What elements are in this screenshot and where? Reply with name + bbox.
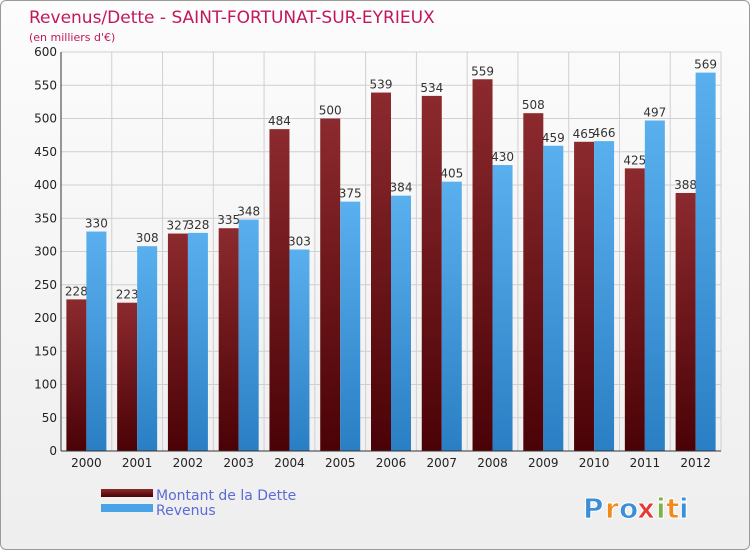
logo-letter: i <box>679 492 689 525</box>
bar-revenus <box>86 231 107 451</box>
logo-letter: i <box>656 492 666 525</box>
x-tick-label: 2004 <box>274 456 305 470</box>
y-tick-label: 550 <box>34 78 57 92</box>
y-tick-label: 300 <box>34 245 57 259</box>
logo-letter: t <box>666 492 679 525</box>
x-tick-label: 2000 <box>71 456 102 470</box>
bar-dette <box>218 228 239 451</box>
bar-dette <box>421 95 442 451</box>
y-tick-label: 500 <box>34 112 57 126</box>
y-tick-label: 200 <box>34 311 57 325</box>
value-label-dette: 425 <box>623 153 646 167</box>
value-label-revenus: 348 <box>237 205 260 219</box>
value-label-dette: 228 <box>65 284 88 298</box>
x-tick-label: 2001 <box>122 456 153 470</box>
bar-revenus <box>187 232 208 451</box>
legend-swatch-debt <box>101 489 153 497</box>
value-label-revenus: 303 <box>288 235 311 249</box>
bar-revenus <box>543 145 564 451</box>
logo-letter: x <box>637 492 655 525</box>
value-label-dette: 335 <box>217 213 240 227</box>
chart-subtitle: (en milliers d'€) <box>29 31 115 44</box>
x-tick-label: 2009 <box>528 456 559 470</box>
value-label-revenus: 330 <box>85 217 108 231</box>
y-tick-label: 100 <box>34 378 57 392</box>
bar-dette <box>675 192 696 452</box>
bar-dette <box>574 141 595 451</box>
bar-revenus <box>238 219 259 451</box>
y-tick-label: 350 <box>34 211 57 225</box>
y-tick-label: 0 <box>49 444 57 458</box>
logo-letter: r <box>605 492 619 525</box>
value-label-dette: 534 <box>420 81 443 95</box>
y-tick-label: 400 <box>34 178 57 192</box>
y-tick-label: 600 <box>34 45 57 59</box>
bar-revenus <box>137 246 158 451</box>
bar-revenus <box>340 201 361 451</box>
x-tick-label: 2007 <box>426 456 457 470</box>
chart-title: Revenus/Dette - SAINT-FORTUNAT-SUR-EYRIE… <box>29 8 435 28</box>
bar-dette <box>472 79 493 451</box>
value-label-dette: 508 <box>522 98 545 112</box>
y-tick-label: 50 <box>42 411 57 425</box>
value-label-revenus: 384 <box>390 181 413 195</box>
x-tick-label: 2008 <box>477 456 508 470</box>
x-tick-label: 2002 <box>173 456 204 470</box>
bar-revenus <box>594 141 615 452</box>
value-label-revenus: 405 <box>440 167 463 181</box>
bar-revenus <box>492 165 513 452</box>
value-label-revenus: 375 <box>339 187 362 201</box>
value-label-revenus: 430 <box>491 150 514 164</box>
bar-dette <box>523 113 544 452</box>
axis-layer: 0 50 100 150 200 250 300 350 400 450 500 550 600 2000… <box>34 45 721 470</box>
y-tick-label: 450 <box>34 145 57 159</box>
bar-revenus <box>391 195 411 451</box>
value-label-dette: 539 <box>370 78 393 92</box>
bar-dette <box>320 118 341 451</box>
bar-revenus <box>289 249 310 451</box>
legend-label-revenus: Revenus <box>156 503 216 519</box>
logo-letter: P <box>583 492 604 525</box>
bar-dette <box>371 92 391 451</box>
value-label-dette: 327 <box>166 219 189 233</box>
bar-revenus <box>644 120 665 452</box>
value-label-revenus: 569 <box>694 58 717 72</box>
bar-dette <box>624 168 645 451</box>
x-tick-label: 2005 <box>325 456 356 470</box>
y-tick-label: 150 <box>34 344 57 358</box>
x-tick-label: 2010 <box>579 456 610 470</box>
value-label-revenus: 497 <box>643 105 666 119</box>
value-label-dette: 500 <box>319 104 342 118</box>
bar-dette <box>167 233 188 451</box>
legend-label-debt: Montant de la Dette <box>156 488 296 504</box>
legend-swatch-revenus <box>101 504 153 512</box>
bar-dette <box>117 302 138 451</box>
value-label-dette: 559 <box>471 64 494 78</box>
value-label-dette: 388 <box>674 178 697 192</box>
x-tick-label: 2006 <box>376 456 407 470</box>
value-label-revenus: 466 <box>593 126 616 140</box>
logo-letter: o <box>619 492 638 525</box>
bar-dette <box>66 299 87 451</box>
value-label-revenus: 308 <box>136 231 159 245</box>
value-label-dette: 465 <box>573 127 596 141</box>
x-tick-label: 2011 <box>630 456 661 470</box>
y-tick-label: 250 <box>34 278 57 292</box>
value-label-revenus: 459 <box>542 131 565 145</box>
legend: Montant de la Dette Revenus <box>101 488 296 519</box>
bar-revenus <box>441 181 462 452</box>
x-tick-label: 2012 <box>680 456 711 470</box>
x-tick-label: 2003 <box>223 456 254 470</box>
value-label-dette: 223 <box>116 288 139 302</box>
bar-dette <box>269 129 290 451</box>
bar-revenus <box>695 72 716 452</box>
value-label-revenus: 328 <box>186 218 209 232</box>
value-label-dette: 484 <box>268 114 291 128</box>
